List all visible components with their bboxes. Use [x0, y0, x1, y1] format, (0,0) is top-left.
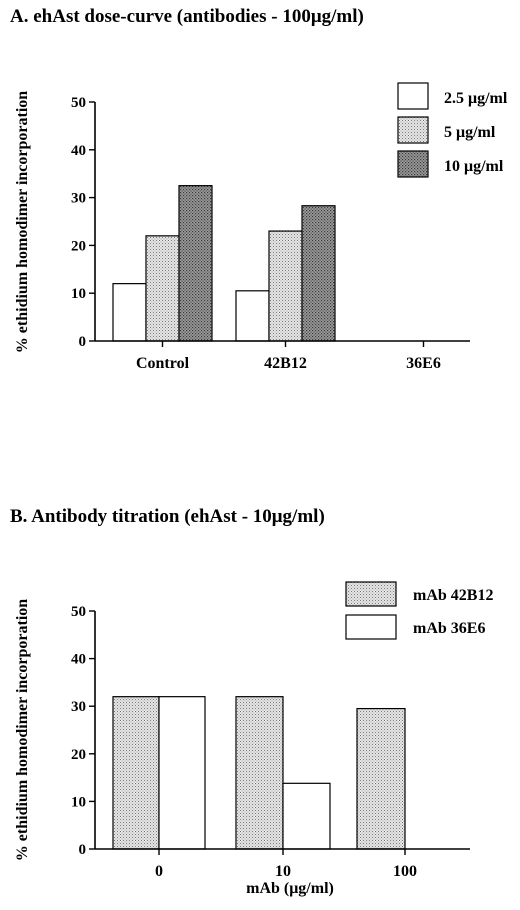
panel-a-bar-42b12-s1: [235, 290, 270, 342]
panel-b-y-tick-label: 10: [71, 794, 86, 810]
panel-b-y-tick-label: 50: [71, 604, 86, 620]
panel-b-bar-0-s2: [158, 696, 206, 850]
panel-b-category-label: 10: [275, 863, 291, 880]
panel-b-legend-swatch: [345, 581, 397, 607]
panel-b-legend-label: mAb 42B12: [413, 587, 493, 604]
panel-a-legend-label: 5 μg/ml: [444, 124, 496, 141]
panel-a-title: A. ehAst dose-curve (antibodies - 100μg/…: [10, 6, 364, 27]
panel-a-category-label: 42B12: [264, 355, 307, 372]
panel-a-chart: 0 10 20 30 40 50 Control 42B12 36E6 2.5 μg/ml 5 μg…: [71, 82, 508, 372]
panel-b-x-axis-title: mAb (μg/ml): [246, 880, 334, 897]
panel-b-chart: 0 10 20 30 40 50 0 10 100 mAb 42B12 mAb 36E6: [71, 581, 493, 880]
panel-a-legend-label: 10 μg/ml: [444, 158, 504, 175]
panel-a-legend-swatch: [397, 150, 429, 178]
panel-a-y-tick-label: 50: [71, 95, 86, 111]
panel-a-bar-control-s1: [112, 283, 147, 342]
panel-a-bar-42b12-s3: [301, 205, 336, 342]
panel-b-y-axis-title-text: % ethidium homodimer incorporation: [14, 599, 31, 861]
panel-b-bar-10-s2: [282, 782, 331, 850]
panel-a-legend-swatch: [397, 116, 429, 144]
panel-a-y-axis-title: % ethidium homodimer incorporation: [14, 91, 31, 353]
panel-b-y-tick-label: 30: [71, 699, 86, 715]
panel-b-bar-0-s1: [112, 696, 160, 850]
panel-a-y-tick-label: 10: [71, 286, 86, 302]
panel-b-y-tick-label: 40: [71, 652, 86, 668]
panel-b-category-label: 0: [155, 863, 163, 880]
panel-a-bar-42b12-s2: [268, 230, 303, 342]
panel-b-title: B. Antibody titration (ehAst - 10μg/ml): [10, 506, 325, 527]
panel-b-y-tick-label: 20: [71, 747, 86, 763]
panel-a-y-tick-label: 40: [71, 143, 86, 159]
panel-b-bar-100-s1: [356, 707, 406, 850]
panel-a-category-label: Control: [136, 355, 190, 372]
panel-b-y-axis-title: % ethidium homodimer incorporation: [14, 599, 31, 861]
panel-a-bar-control-s2: [145, 235, 180, 342]
panel-a-y-tick-label: 20: [71, 238, 86, 254]
panel-b-legend-label: mAb 36E6: [413, 620, 485, 637]
panel-a-legend-label: 2.5 μg/ml: [444, 90, 508, 107]
panel-b-legend-swatch: [345, 614, 397, 640]
panel-a-y-tick-label: 0: [79, 334, 87, 350]
panel-a-bar-control-s3: [178, 185, 213, 342]
panel-a-legend-swatch: [397, 82, 429, 110]
panel-b-y-tick-label: 0: [79, 842, 87, 858]
panel-a-category-label: 36E6: [406, 355, 441, 372]
panel-a-y-axis-title-text: % ethidium homodimer incorporation: [14, 91, 31, 353]
panel-b-category-label: 100: [393, 863, 417, 880]
panel-b-bar-10-s1: [235, 696, 284, 850]
panel-a-y-tick-label: 30: [71, 191, 86, 207]
